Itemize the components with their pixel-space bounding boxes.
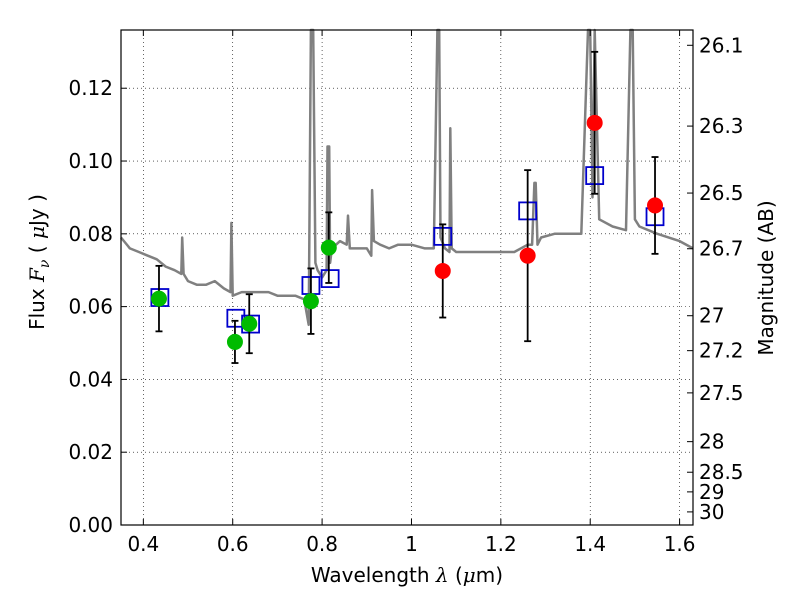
- red-data-point: [586, 114, 603, 131]
- y-tick-label: 0.10: [68, 149, 113, 173]
- x-tick-label: 1.6: [664, 532, 696, 556]
- x-tick-label: 1.4: [574, 532, 606, 556]
- mag-tick-label: 27.2: [699, 339, 744, 363]
- y-tick-label: 0.02: [68, 440, 113, 464]
- y-axis-label: Flux Fν ( μJy ): [25, 194, 53, 330]
- x-tick-label: 0.4: [127, 532, 159, 556]
- red-data-point: [519, 247, 536, 264]
- mag-tick-label: 26.5: [699, 181, 744, 205]
- mag-tick-label: 28.5: [699, 460, 744, 484]
- mag-tick-label: 27: [699, 304, 724, 328]
- x-tick-label: 0.6: [217, 532, 249, 556]
- green-data-point: [302, 293, 319, 310]
- mag-tick-label: 28: [699, 430, 724, 454]
- y-tick-label: 0.08: [68, 222, 113, 246]
- mag-tick-label: 26.7: [699, 237, 744, 261]
- green-data-point: [320, 239, 337, 256]
- right-axis-label: Magnitude (AB): [754, 200, 778, 355]
- y-tick-label: 0.00: [68, 513, 113, 537]
- mag-tick-label: 26.3: [699, 114, 744, 138]
- mag-tick-label: 30: [699, 500, 724, 524]
- y-tick-label: 0.12: [68, 76, 113, 100]
- green-data-point: [150, 290, 167, 307]
- axes: 0.4 0.6 0.8 1 1.2 1.4 1.6 0.00 0.02 0.04 0.06 0.08 0…: [68, 30, 744, 556]
- model-square-marker: [320, 269, 340, 288]
- green-data-point: [241, 315, 258, 332]
- red-data-point: [647, 197, 664, 214]
- x-tick-label: 0.8: [306, 532, 338, 556]
- y-tick-label: 0.04: [68, 367, 113, 391]
- plot-frame: [120, 29, 694, 526]
- spectrum-line: [120, 28, 694, 327]
- y-tick-label: 0.06: [68, 295, 113, 319]
- red-data-point: [434, 262, 451, 279]
- mag-tick-label: 27.5: [699, 381, 744, 405]
- x-tick-label: 1.2: [485, 532, 517, 556]
- green-data-point: [226, 333, 243, 350]
- mag-tick-label: 26.1: [699, 33, 744, 57]
- plot-area: [120, 28, 694, 364]
- x-axis-label: Wavelength λ (μm): [311, 563, 503, 587]
- x-tick-label: 1: [405, 532, 418, 556]
- mag-tick-label: 29: [699, 480, 724, 504]
